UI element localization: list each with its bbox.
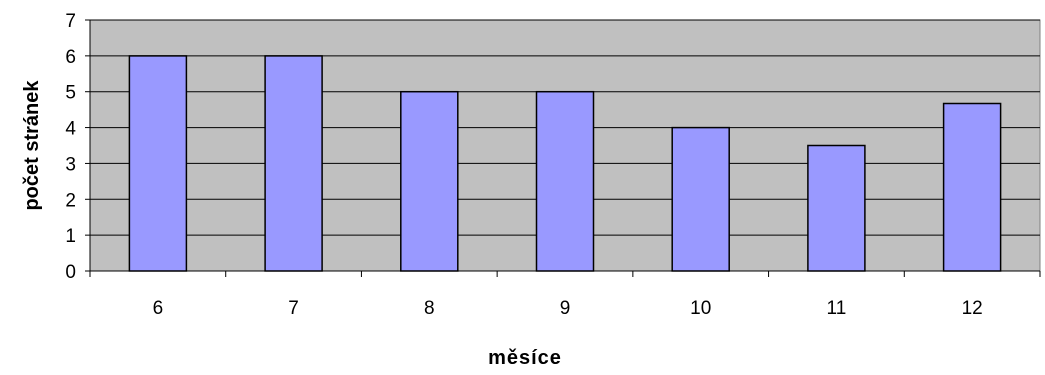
y-tick-label: 7 (65, 11, 76, 32)
x-tick-label: 6 (153, 298, 164, 319)
bar (942, 102, 1002, 272)
x-tick-label: 7 (288, 298, 299, 319)
bar (535, 90, 595, 272)
bar (264, 55, 323, 272)
bar (671, 126, 730, 272)
y-tick-label: 1 (65, 226, 76, 247)
y-tick-label: 3 (65, 154, 76, 175)
y-tick-label: 6 (65, 47, 76, 68)
bar (807, 144, 866, 272)
y-tick-label: 5 (65, 83, 76, 104)
x-ticks: 6 7 8 9 10 11 12 (89, 271, 1041, 319)
y-tick-label: 4 (65, 119, 76, 140)
x-tick-label: 8 (424, 298, 435, 319)
y-ticks: 0 1 2 3 4 5 6 7 (65, 11, 90, 283)
y-tick-label: 0 (65, 262, 76, 283)
y-axis-title: počet stránek (21, 80, 43, 211)
bar (128, 55, 188, 272)
x-tick-label: 12 (962, 298, 983, 319)
x-tick-label: 10 (690, 298, 711, 319)
x-tick-label: 11 (827, 298, 847, 319)
x-tick-label: 9 (560, 298, 571, 319)
y-tick-label: 2 (65, 190, 76, 211)
bars (128, 55, 1002, 272)
bar (400, 90, 459, 272)
x-axis-title: měsíce (488, 347, 562, 369)
